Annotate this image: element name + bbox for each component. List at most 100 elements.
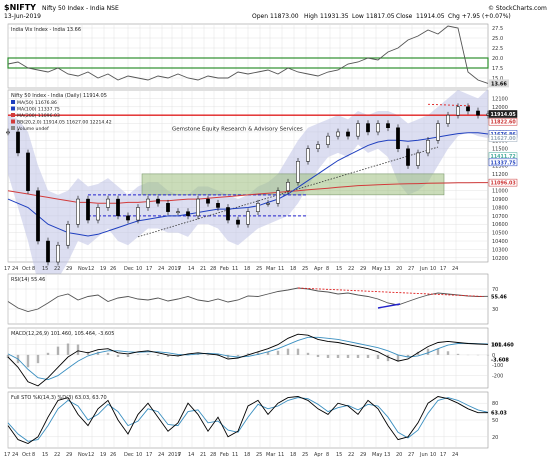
x-tick-label: 24 [12, 452, 18, 458]
y-tick-label: 11500 [492, 147, 508, 153]
macd-histogram-bar [76, 344, 80, 355]
y-tick-label: 10500 [492, 231, 508, 237]
x-tick-label: 20 [396, 266, 402, 272]
candle-body [16, 131, 20, 154]
vix-panel-title: India Vix Index - India 13.66 [11, 27, 81, 33]
x-tick-label: 21 [200, 266, 206, 272]
candle-body [66, 223, 70, 246]
macd-histogram-bar [436, 348, 440, 355]
y-tick-label: 70 [492, 287, 498, 293]
x-tick-label: 22 [348, 452, 354, 458]
x-tick-label: Nov [78, 266, 88, 272]
macd-histogram-bar [456, 353, 460, 355]
macd-line [7, 333, 489, 387]
y-tick-label: 22.5 [492, 46, 503, 52]
rsi-line [7, 287, 489, 312]
y-tick-label: 12100 [492, 96, 508, 102]
x-tick-label: Jun [419, 452, 428, 458]
y-tick-label: 10200 [492, 256, 508, 262]
x-tick-label: Jun [419, 266, 428, 272]
x-tick-label: 27 [408, 266, 414, 272]
macd-histogram-bar [196, 353, 200, 355]
macd-histogram-bar [186, 353, 190, 355]
rsi-last-label: 55.46 [491, 294, 507, 300]
x-tick-label: Dec [124, 452, 134, 458]
x-tick-label: 20 [396, 452, 402, 458]
watermark-annotation: Gemstone Equity Research & Advisory Serv… [172, 126, 303, 132]
y-tick-label: 12000 [492, 105, 508, 111]
x-tick-label: 11 [232, 452, 238, 458]
macd-histogram-bar [316, 354, 320, 357]
macd-histogram-bar [26, 354, 30, 368]
candle-body [446, 114, 450, 124]
x-tick-label: 10 [430, 452, 436, 458]
candle-body [436, 123, 440, 141]
x-tick-label: 11 [278, 452, 284, 458]
candle-body [146, 198, 150, 208]
vix-band-box [7, 57, 489, 69]
y-tick-label: 10300 [492, 247, 508, 253]
x-tick-label: 24 [452, 266, 458, 272]
x-tick-label: 17 [146, 452, 152, 458]
candle-body [166, 203, 170, 212]
x-tick-label: 18 [244, 266, 250, 272]
x-tick-label: 18 [290, 452, 296, 458]
x-tick-label: 17 [146, 266, 152, 272]
symbol-name: Nifty 50 Index - India NSE [42, 5, 119, 12]
x-tick-label: 24 [158, 266, 164, 272]
x-tick-label: Apr [314, 266, 324, 272]
x-tick-label: 15 [336, 266, 342, 272]
price-value-label: 11411.72 [491, 154, 516, 160]
price-value-badge [488, 134, 518, 142]
price-value-label: 11627.00 [491, 136, 517, 142]
x-tick-label: 14 [188, 452, 194, 458]
x-tick-label: May [372, 266, 382, 272]
x-tick-label: 25 [256, 452, 262, 458]
y-tick-label: 10700 [492, 214, 508, 220]
x-tick-label: 19 [100, 266, 106, 272]
vix-last-label: 13.66 [491, 81, 507, 87]
close-label: Close [396, 13, 413, 20]
x-tick-label: 29 [360, 266, 366, 272]
macd-histogram-bar [396, 354, 400, 362]
x-tick-label: 25 [302, 452, 308, 458]
y-tick-label: 10900 [492, 197, 508, 203]
x-tick-label: 25 [302, 266, 308, 272]
price-value-badge [488, 110, 518, 118]
y-tick-label: 50 [492, 418, 498, 424]
macd-histogram-bar [306, 352, 310, 355]
low-value: 11817.05 [366, 13, 395, 20]
macd-histogram-bar [166, 354, 170, 357]
y-tick-label: 11200 [492, 172, 508, 178]
x-tick-label: 25 [256, 266, 262, 272]
x-tick-label: 11 [278, 266, 284, 272]
symbol-title: $NIFTY [4, 3, 36, 12]
x-tick-label: Apr [314, 452, 324, 458]
macd-histogram-bar [406, 354, 410, 357]
candle-body [266, 203, 270, 205]
candle-body [226, 207, 230, 221]
legend-swatch [11, 113, 15, 117]
y-tick-label: 25.0 [492, 36, 503, 42]
low-label: Low [352, 13, 364, 20]
macd-histogram-bar [446, 351, 450, 355]
candle-body [306, 148, 310, 162]
candle-body [336, 131, 340, 137]
macd-histogram-bar [116, 354, 120, 357]
x-tick-label: 10 [136, 452, 142, 458]
sto-last-label: 63.03 [491, 411, 507, 417]
x-tick-label: 27 [408, 452, 414, 458]
candle-body [296, 161, 300, 183]
x-tick-label: 28 [210, 452, 216, 458]
macd-histogram-bar [6, 354, 10, 358]
open-value: 11873.00 [270, 13, 299, 20]
macd-histogram-bar [416, 351, 420, 355]
macd-panel-title: MACD(12,26,9) 101.460, 105.464, -3.605 [11, 331, 114, 337]
macd-histogram-bar [86, 351, 90, 355]
price-value-label: 11822.60 [491, 120, 517, 126]
x-tick-label: 8 [32, 452, 35, 458]
macd-histogram-bar [386, 354, 390, 362]
y-tick-label: 11300 [492, 164, 508, 170]
x-tick-label: 13 [384, 266, 390, 272]
